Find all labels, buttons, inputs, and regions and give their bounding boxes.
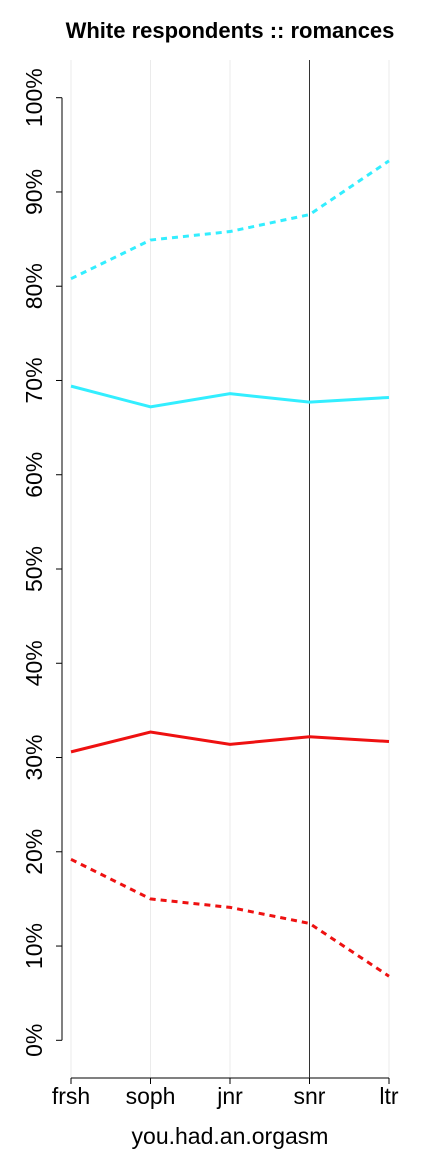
y-tick-label: 30% bbox=[21, 734, 47, 780]
y-tick-label: 50% bbox=[21, 546, 47, 592]
chart-title: White respondents :: romances bbox=[66, 18, 395, 43]
x-tick-label: ltr bbox=[379, 1083, 399, 1109]
line-series bbox=[70, 159, 390, 281]
x-tick-label: snr bbox=[294, 1083, 326, 1109]
line-series bbox=[70, 384, 390, 409]
y-tick-label: 0% bbox=[21, 1024, 47, 1057]
y-tick-label: 80% bbox=[21, 263, 47, 309]
x-axis-label: you.had.an.orgasm bbox=[132, 1123, 329, 1149]
y-tick-label: 60% bbox=[21, 452, 47, 498]
y-tick-label: 10% bbox=[21, 923, 47, 969]
y-tick-label: 40% bbox=[21, 640, 47, 686]
x-tick-label: frsh bbox=[52, 1083, 90, 1109]
y-tick-label: 20% bbox=[21, 829, 47, 875]
y-tick-label: 90% bbox=[21, 169, 47, 215]
x-tick-label: jnr bbox=[216, 1083, 243, 1109]
y-tick-label: 70% bbox=[21, 357, 47, 403]
x-tick-label: soph bbox=[126, 1083, 176, 1109]
y-tick-label: 100% bbox=[21, 68, 47, 127]
line-series bbox=[70, 730, 390, 754]
line-series bbox=[70, 857, 390, 978]
